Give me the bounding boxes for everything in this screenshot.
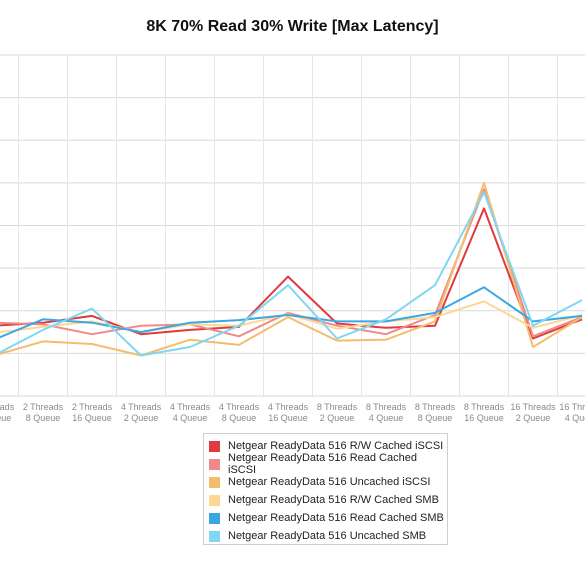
legend-swatch (209, 494, 220, 506)
x-tick-label: 2 Threads 16 Queue (72, 402, 113, 423)
legend-swatch (209, 458, 220, 470)
series-line-3 (0, 181, 583, 357)
legend: Netgear ReadyData 516 R/W Cached iSCSI Ne… (203, 433, 448, 545)
grid-lines (0, 54, 585, 397)
x-tick-label: 8 Threads 8 Queue (415, 402, 456, 423)
legend-label: Netgear ReadyData 516 Uncached SMB (228, 530, 427, 542)
legend-swatch (209, 530, 220, 542)
legend-swatch (209, 512, 220, 524)
series-lines (0, 181, 583, 357)
legend-label: Netgear ReadyData 516 Uncached iSCSI (228, 476, 431, 488)
x-tick-label: 4 Threads 16 Queue (268, 402, 309, 423)
legend-label: Netgear ReadyData 516 R/W Cached iSCSI (228, 440, 444, 452)
legend-item[interactable]: Netgear ReadyData 516 Uncached SMB (209, 527, 447, 545)
series-line-1 (0, 207, 583, 340)
legend-label: Netgear ReadyData 516 Read Cached SMB (228, 512, 444, 524)
series-line-5 (0, 286, 583, 339)
legend-item[interactable]: Netgear ReadyData 516 Read Cached SMB (209, 509, 447, 527)
chart-title: 8K 70% Read 30% Write [Max Latency] (146, 18, 439, 35)
series-line-2 (0, 188, 583, 338)
x-tick-label: 4 Threads 2 Queue (121, 402, 162, 423)
legend-label: Netgear ReadyData 516 R/W Cached SMB (228, 494, 439, 506)
x-tick-label: 8 Threads 2 Queue (317, 402, 358, 423)
x-tick-label: 16 Threads 2 Queue (510, 402, 556, 423)
legend-item[interactable]: Netgear ReadyData 516 Read Cached iSCSI (209, 452, 447, 476)
series-line-6 (0, 191, 583, 357)
x-tick-label: 4 Threads 4 Queue (170, 402, 211, 423)
x-tick-label: 8 Threads 4 Queue (366, 402, 407, 423)
legend-item[interactable]: Netgear ReadyData 516 R/W Cached SMB (209, 491, 447, 509)
x-tick-label: 2 Threads 8 Queue (23, 402, 64, 423)
legend-item[interactable]: Netgear ReadyData 516 R/W Cached iSCSI (209, 437, 447, 455)
legend-label: Netgear ReadyData 516 Read Cached iSCSI (228, 452, 417, 476)
x-tick-label: 8 Threads 16 Queue (464, 402, 505, 423)
legend-item[interactable]: Netgear ReadyData 516 Uncached iSCSI (209, 473, 447, 491)
legend-swatch (209, 440, 220, 452)
x-tick-label: 4 Threads 8 Queue (219, 402, 260, 423)
legend-swatch (209, 476, 220, 488)
